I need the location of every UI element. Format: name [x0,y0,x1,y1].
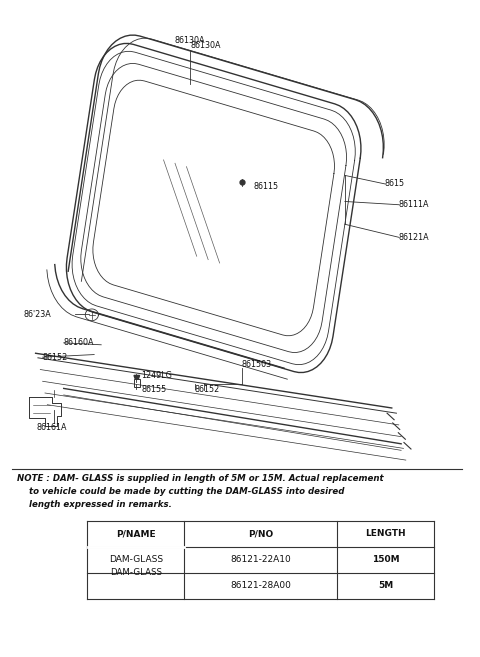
Text: 86121-22A10: 86121-22A10 [230,555,291,564]
Text: DAM-GLASS: DAM-GLASS [108,555,163,564]
Text: 86160A: 86160A [64,338,94,348]
Text: 86155: 86155 [141,384,166,394]
Text: to vehicle could be made by cutting the DAM-GLASS into desired: to vehicle could be made by cutting the … [17,487,344,497]
Text: 86'23A: 86'23A [24,309,52,319]
Text: DAM-GLASS: DAM-GLASS [110,568,162,578]
Text: 86152: 86152 [43,353,68,361]
Text: 86121-28A00: 86121-28A00 [230,581,291,591]
Text: 86130A: 86130A [190,41,221,50]
Text: length expressed in remarks.: length expressed in remarks. [17,501,172,509]
Text: 86115: 86115 [253,182,278,191]
Text: P/NO: P/NO [248,529,273,538]
Text: 1249LG: 1249LG [141,371,172,380]
Text: NOTE : DAM- GLASS is supplied in length of 5M or 15M. Actual replacement: NOTE : DAM- GLASS is supplied in length … [17,474,384,484]
Text: 150M: 150M [372,555,399,564]
Text: 86161A: 86161A [36,423,67,432]
Text: 86111A: 86111A [399,200,429,209]
Text: 861503: 861503 [242,360,272,369]
Text: 86152: 86152 [195,384,220,394]
Text: P/NAME: P/NAME [116,529,156,538]
Text: 86130A: 86130A [175,36,205,45]
Text: 8615: 8615 [385,179,405,189]
Bar [134,379,140,387]
Polygon shape [134,375,140,383]
Text: 5M: 5M [378,581,393,591]
Text: 86121A: 86121A [399,233,430,242]
Text: LENGTH: LENGTH [365,529,406,538]
